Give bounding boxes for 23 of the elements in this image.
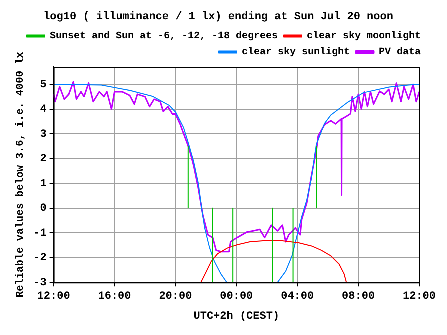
legend-label: PV data — [378, 46, 422, 59]
x-tick-label: 00:00 — [220, 290, 254, 303]
x-tick-label: 12:00 — [402, 290, 436, 303]
x-tick-label: 04:00 — [281, 290, 314, 303]
y-tick-label: 5 — [40, 79, 48, 92]
y-tick-label: 3 — [40, 128, 48, 141]
x-tick-label: 16:00 — [98, 290, 132, 303]
y-axis-title: Reliable values below 3.6, i.e. 4000 lx — [14, 51, 27, 298]
legend-label: Sunset and Sun at -6, -12, -18 degrees — [50, 30, 278, 43]
chart-title: log10 ( illuminance / 1 lx) ending at Sun Jul 20 noon — [44, 11, 394, 24]
x-axis-title: UTC+2h (CEST) — [194, 311, 280, 324]
x-tick-label: 20:00 — [159, 290, 192, 303]
legend-label: clear sky moonlight — [306, 30, 422, 43]
y-tick-label: 1 — [40, 178, 48, 190]
y-tick-label: -1 — [34, 228, 48, 240]
x-tick-label: 12:00 — [37, 290, 70, 303]
y-tick-label: -3 — [34, 277, 48, 290]
y-tick-label: 4 — [40, 104, 48, 116]
x-tick-label: 08:00 — [342, 290, 376, 303]
y-tick-label: -2 — [34, 252, 47, 265]
y-tick-label: 2 — [40, 154, 47, 166]
legend-label: clear sky sunlight — [242, 46, 350, 59]
y-tick-label: 0 — [40, 203, 47, 216]
